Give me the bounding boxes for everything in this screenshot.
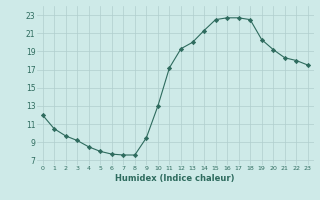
X-axis label: Humidex (Indice chaleur): Humidex (Indice chaleur)	[116, 174, 235, 183]
